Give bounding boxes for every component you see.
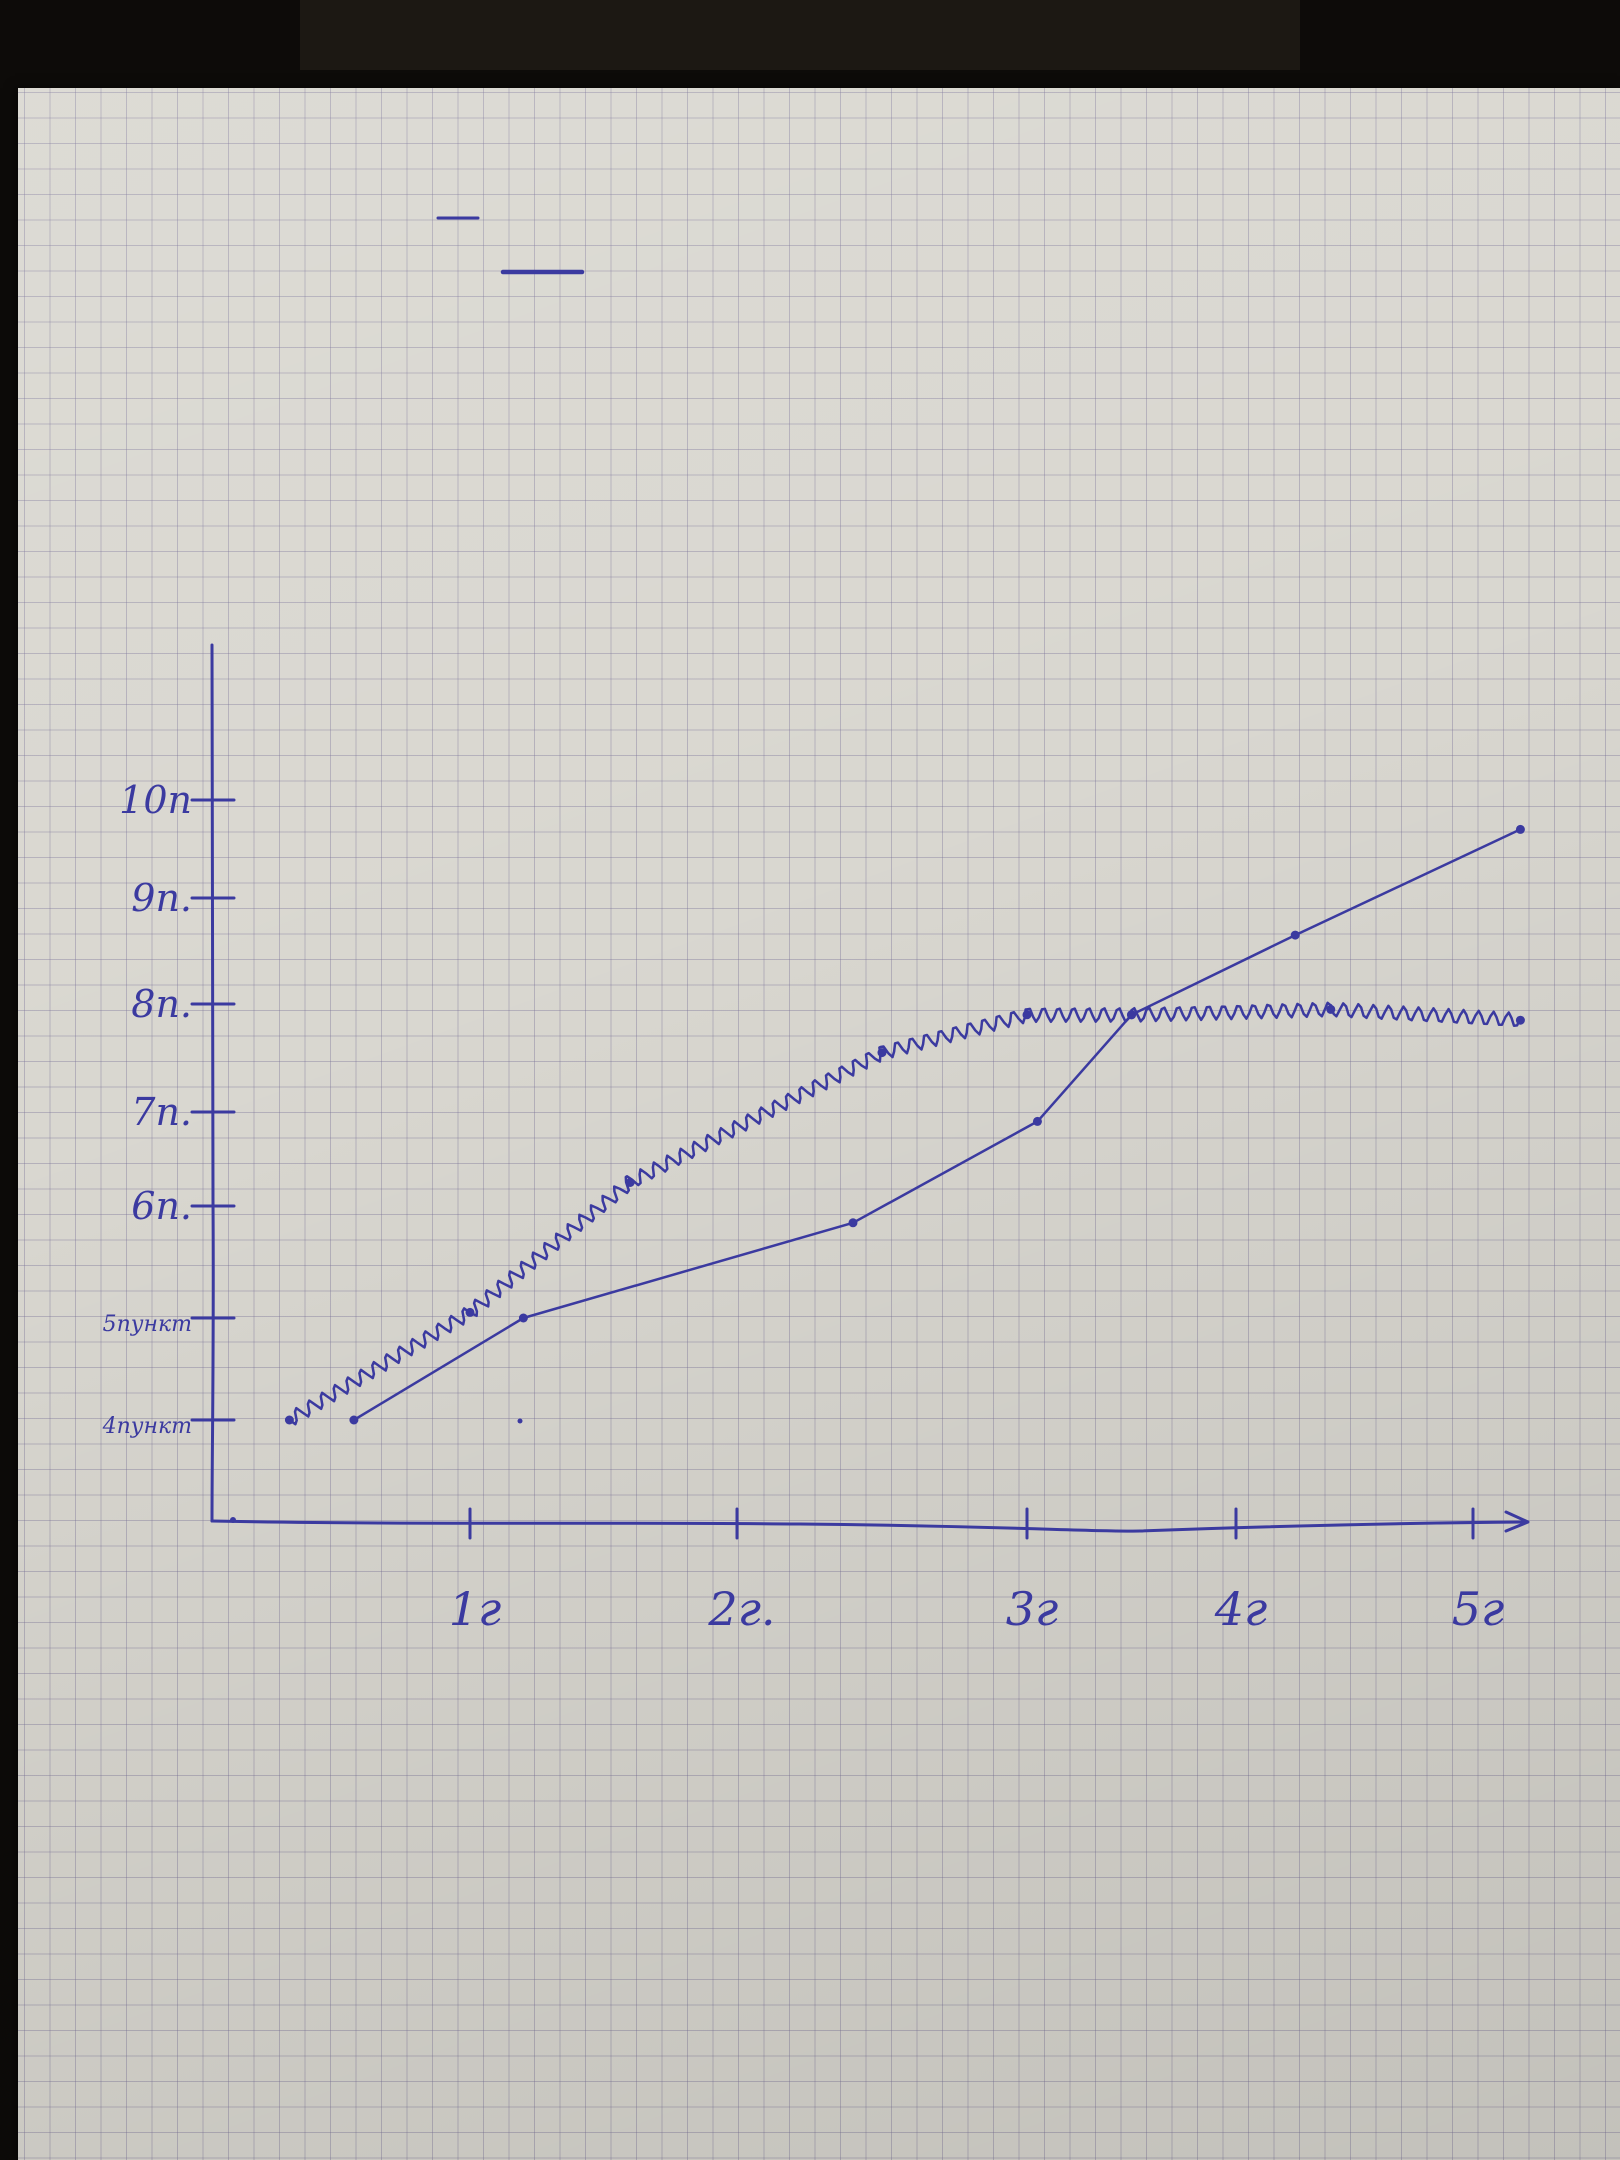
y-tick-label-6: 9п. <box>131 876 192 920</box>
series-2-point-5 <box>1022 1010 1032 1020</box>
series-2-wavy-line <box>288 1001 1522 1426</box>
series-2-point-7 <box>1326 1004 1336 1014</box>
page-shading <box>18 88 1620 2160</box>
y-tick-label-5: 8п. <box>131 982 192 1026</box>
x-axis-line <box>210 1519 1527 1533</box>
series-1-point-1 <box>349 1415 359 1425</box>
series-2-point-1 <box>284 1415 294 1425</box>
series-1-point-7 <box>1515 824 1525 834</box>
series-2-point-3 <box>625 1178 635 1187</box>
series-1-line <box>352 828 1522 1422</box>
series-1-point-4 <box>1032 1116 1042 1126</box>
series-2-point-4 <box>877 1048 887 1058</box>
y-tick-label-7: 10п <box>119 778 192 822</box>
series-layer <box>284 824 1525 1426</box>
y-tick-label-1: 4пункт <box>102 1414 192 1439</box>
x-tick-label-3: 3г <box>1006 1582 1059 1636</box>
y-axis-line <box>210 643 215 1523</box>
stray-dot <box>517 1418 523 1424</box>
y-tick-label-2: 5пункт <box>103 1312 192 1337</box>
y-tick-labels: 4пункт 5пункт 6п. 7п. 8п. 9п. 10п <box>102 778 192 1439</box>
y-tick-label-4: 7п. <box>131 1090 192 1134</box>
x-tick-label-4: 4г <box>1214 1582 1268 1636</box>
x-axis-arrowhead <box>1504 1510 1530 1533</box>
notebook-page <box>18 88 1620 2160</box>
series-1-point-2 <box>518 1313 528 1323</box>
series-2-point-6 <box>1127 1010 1136 1020</box>
x-tick-label-2: 2г. <box>707 1582 775 1636</box>
origin-dot <box>230 1517 236 1523</box>
series-1-point-3 <box>848 1218 858 1228</box>
series-2-point-2 <box>465 1307 475 1317</box>
series-2-point-8 <box>1515 1015 1525 1025</box>
x-tick-label-5: 5г <box>1452 1582 1505 1636</box>
y-tick-label-3: 6п. <box>131 1184 192 1228</box>
series-1-point-6 <box>1290 930 1300 940</box>
x-tick-labels: 1г 2г. 3г 4г 5г <box>449 1582 1505 1636</box>
axes <box>190 643 1530 1540</box>
x-tick-label-1: 1г <box>449 1582 502 1636</box>
